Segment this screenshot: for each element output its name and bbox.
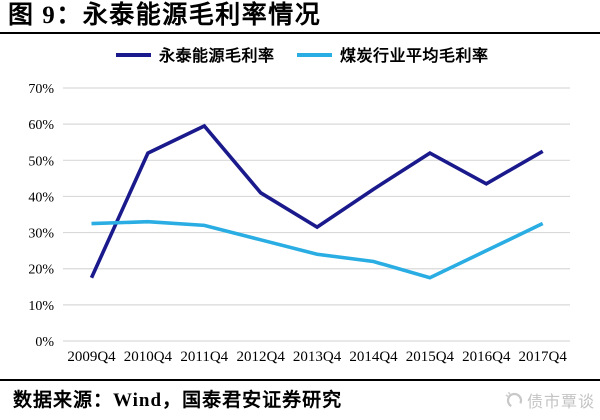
legend-label-1: 煤炭行业平均毛利率 [340,46,489,65]
y-tick-label: 30% [28,227,54,242]
series-line-0 [89,123,544,279]
series-line-1 [91,219,544,280]
title-divider [0,32,600,34]
y-tick-label: 40% [28,190,54,205]
ring-logo-icon [505,391,523,409]
figure-title: 图 9：永泰能源毛利率情况 [8,2,322,29]
x-tick-label: 2015Q4 [406,349,455,365]
x-tick-label: 2013Q4 [293,349,342,365]
x-tick-label: 2014Q4 [349,349,398,365]
x-tick-label: 2012Q4 [237,349,286,365]
y-tick-label: 60% [28,118,54,133]
footer-divider [0,379,600,381]
watermark: 债市覃谈 [504,388,595,412]
data-source-note: 数据来源：Wind，国泰君安证券研究 [13,390,343,411]
x-tick-label: 2010Q4 [124,349,173,365]
x-tick-label: 2016Q4 [462,349,511,365]
y-tick-label: 70% [28,82,54,97]
y-tick-label: 50% [28,154,54,169]
y-tick-label: 0% [35,335,54,350]
y-tick-label: 20% [28,263,54,278]
y-tick-label: 10% [28,299,54,314]
x-tick-label: 2011Q4 [180,349,228,365]
x-tick-label: 2017Q4 [519,349,568,365]
legend-label-0: 永泰能源毛利率 [158,46,275,65]
watermark-label: 债市覃谈 [526,394,595,411]
x-tick-label: 2009Q4 [67,349,116,365]
